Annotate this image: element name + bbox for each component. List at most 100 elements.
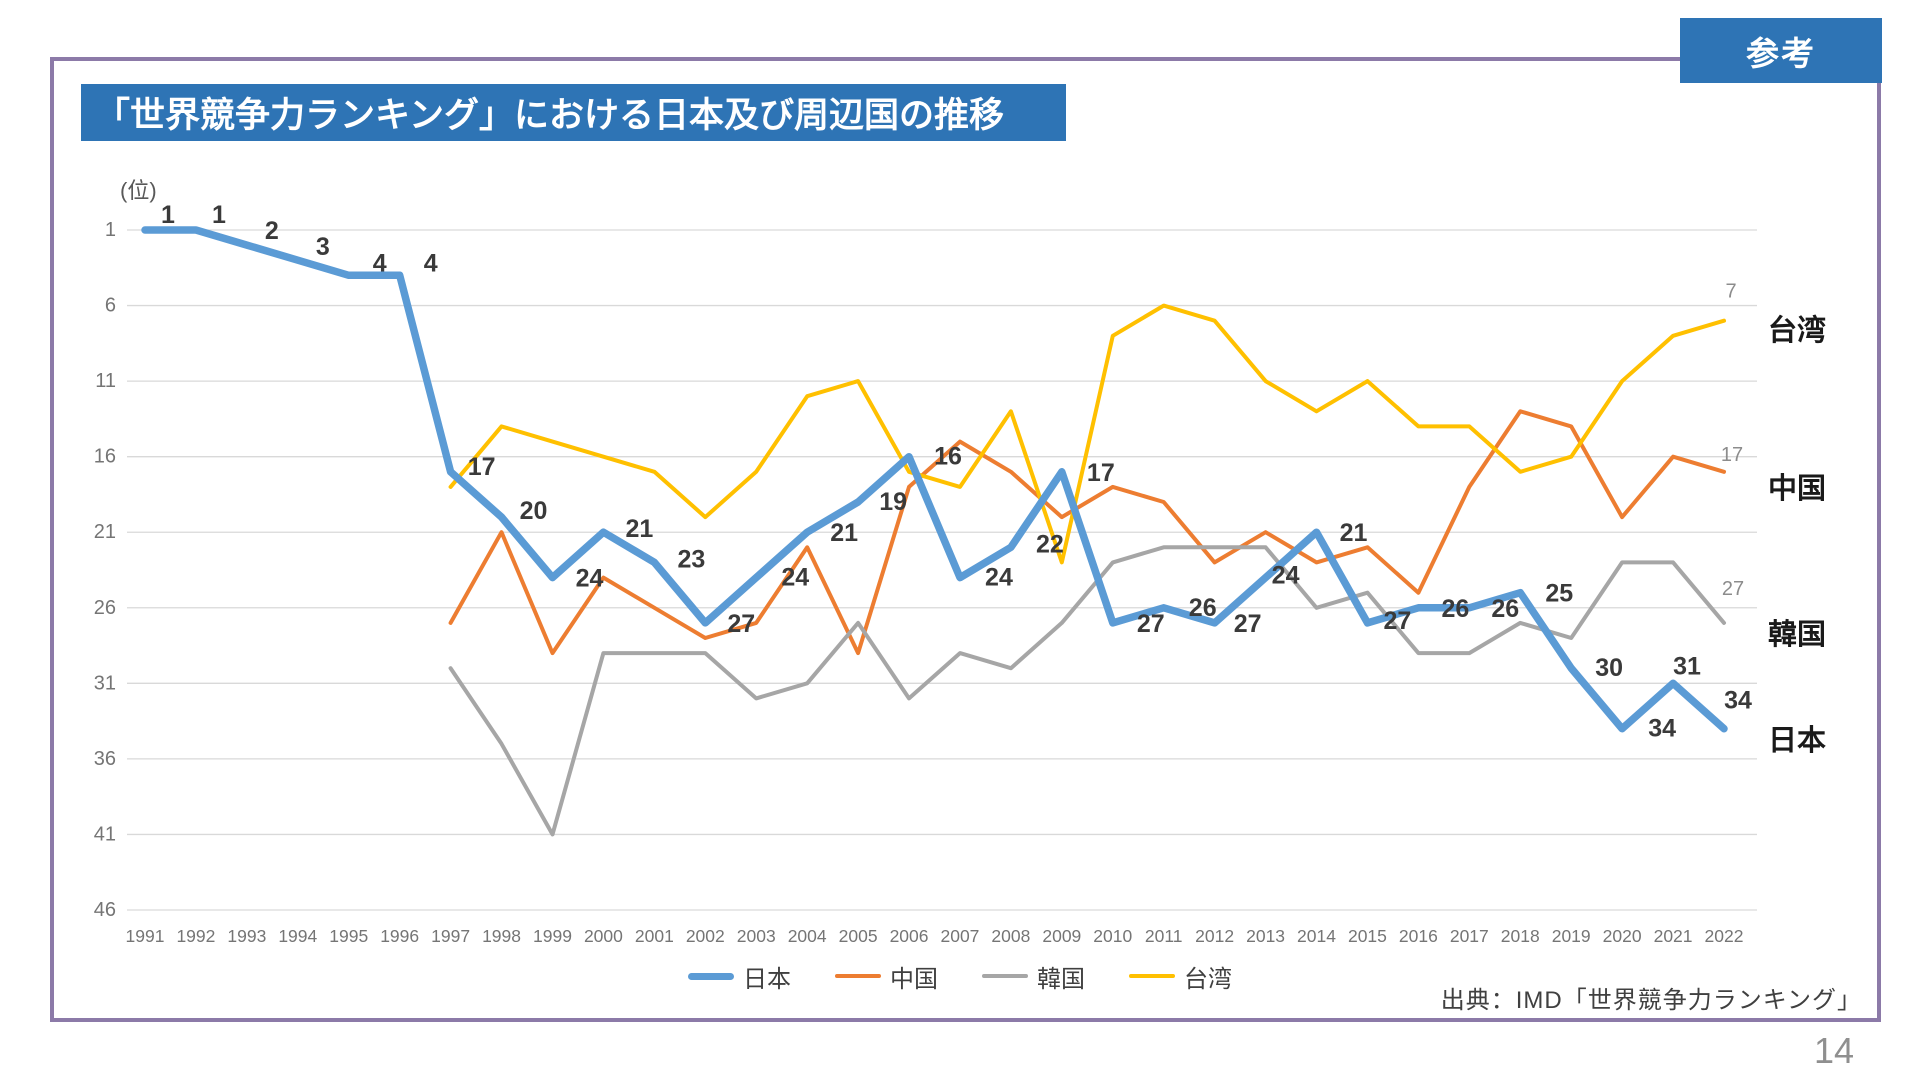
x-tick-2000: 2000 [584,926,623,946]
y-tick-41: 41 [94,823,116,845]
x-tick-2010: 2010 [1093,926,1132,946]
x-tick-2003: 2003 [737,926,776,946]
end-value-label-韓国: 27 [1722,578,1744,600]
x-tick-2020: 2020 [1603,926,1642,946]
legend-label-中国: 中国 [890,965,938,993]
data-label-日本-2001: 23 [677,545,705,573]
x-tick-2016: 2016 [1399,926,1438,946]
data-label-日本-2004: 21 [830,519,858,547]
page-number: 14 [1813,1030,1854,1071]
data-label-日本-1998: 20 [520,497,548,525]
legend-swatch-中国 [835,974,881,978]
legend-swatch-日本 [688,972,734,980]
data-label-日本-2006: 16 [934,443,962,471]
data-label-日本-2002: 27 [727,610,755,638]
x-tick-2007: 2007 [940,926,979,946]
series-line-韓国 [448,545,1726,837]
data-label-日本-2012: 27 [1234,610,1262,638]
x-tick-2005: 2005 [839,926,878,946]
data-label-日本-2022: 34 [1724,687,1752,715]
reference-badge: 参考 [1680,18,1882,83]
x-tick-2012: 2012 [1195,926,1234,946]
x-tick-2011: 2011 [1145,926,1183,946]
data-label-日本-2007: 24 [985,564,1013,592]
legend-item-台湾: 台湾 [1129,959,1232,994]
data-label-日本-2011: 26 [1189,594,1217,622]
series-name-label-台湾: 台湾 [1768,313,1826,347]
data-label-日本-1997: 17 [468,453,496,481]
series-name-label-韓国: 韓国 [1768,618,1826,651]
content-frame [50,57,1881,1022]
page-title-text: 「世界競争力ランキング」における日本及び周辺国の推移 [95,96,1004,135]
series-name-label-中国: 中国 [1768,472,1826,505]
series-line-中国 [448,409,1726,656]
data-label-日本-2000: 21 [626,515,654,543]
x-tick-2001: 2001 [635,926,674,946]
data-label-日本-2015: 27 [1384,607,1412,635]
y-tick-16: 16 [94,446,116,468]
reference-badge-label: 参考 [1746,34,1816,72]
x-tick-2019: 2019 [1552,926,1591,946]
data-label-日本-1999: 24 [576,565,604,593]
data-label-日本-1991: 1 [161,201,175,229]
data-label-日本-2003: 24 [781,564,809,592]
y-tick-11: 11 [95,370,116,392]
x-tick-1997: 1997 [431,926,470,946]
y-tick-21: 21 [94,521,116,543]
x-tick-2009: 2009 [1042,926,1081,946]
x-tick-2018: 2018 [1501,926,1540,946]
page-title: 「世界競争力ランキング」における日本及び周辺国の推移 [81,84,1066,141]
legend-swatch-台湾 [1129,974,1175,978]
x-tick-2008: 2008 [991,926,1030,946]
data-label-日本-2009: 17 [1087,459,1115,487]
data-label-日本-2013: 24 [1272,562,1300,590]
y-tick-36: 36 [94,748,116,770]
x-tick-1994: 1994 [278,926,317,946]
x-tick-2021: 2021 [1654,926,1693,946]
data-label-日本-2005: 19 [879,488,907,516]
x-tick-1998: 1998 [482,926,521,946]
y-tick-6: 6 [105,295,116,317]
x-tick-2015: 2015 [1348,926,1387,946]
legend-label-日本: 日本 [743,965,791,993]
x-tick-2002: 2002 [686,926,725,946]
data-label-日本-2016: 26 [1441,595,1469,623]
x-tick-1996: 1996 [380,926,419,946]
end-value-label-台湾: 7 [1725,281,1736,303]
data-label-日本-2018: 25 [1545,580,1573,608]
y-tick-31: 31 [94,672,116,694]
data-label-日本-2017: 26 [1491,595,1519,623]
x-tick-2014: 2014 [1297,926,1336,946]
x-tick-1992: 1992 [176,926,215,946]
data-label-日本-2008: 22 [1036,530,1064,558]
x-tick-1993: 1993 [227,926,266,946]
x-tick-2013: 2013 [1246,926,1285,946]
data-label-日本-1994: 3 [316,233,330,261]
data-label-日本-1996: 4 [424,249,438,277]
x-tick-2006: 2006 [890,926,929,946]
series-line-日本 [141,226,1728,733]
data-label-日本-1992: 1 [212,201,226,229]
legend-swatch-韓国 [982,974,1028,978]
x-tick-2004: 2004 [788,926,827,946]
x-tick-1999: 1999 [533,926,572,946]
y-tick-26: 26 [94,597,116,619]
series-name-label-日本: 日本 [1768,724,1826,757]
data-label-日本-2010: 27 [1137,610,1165,638]
data-label-日本-2014: 21 [1340,519,1368,547]
source-note: 出典：IMD「世界競争力ランキング」 [1440,987,1862,1014]
data-label-日本-2020: 34 [1648,715,1676,743]
data-label-日本-2021: 31 [1673,652,1701,680]
data-label-日本-2019: 30 [1595,654,1623,682]
data-label-日本-1993: 2 [265,217,279,245]
x-tick-2017: 2017 [1450,926,1489,946]
data-label-日本-1995: 4 [373,249,387,277]
x-tick-1995: 1995 [329,926,368,946]
end-value-label-中国: 17 [1721,444,1743,466]
legend-label-台湾: 台湾 [1184,965,1232,993]
legend-item-日本: 日本 [688,959,791,994]
chart-legend: 日本 中国 韓国 台湾 [360,955,1560,997]
legend-item-中国: 中国 [835,959,938,994]
legend-label-韓国: 韓国 [1037,965,1085,993]
